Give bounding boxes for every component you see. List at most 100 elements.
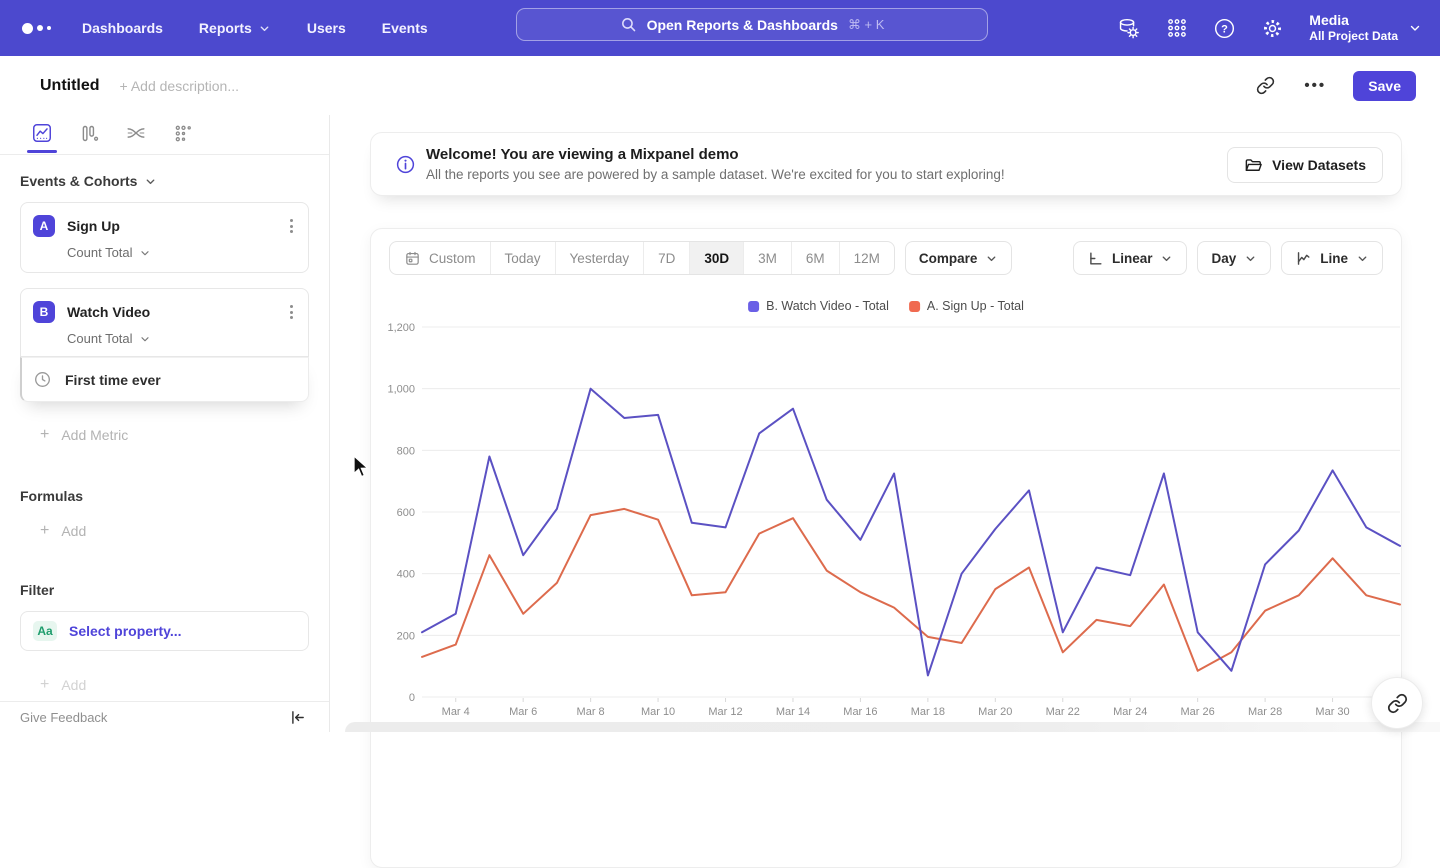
metric-card-a[interactable]: A Sign Up Count Total — [20, 202, 309, 273]
give-feedback-link[interactable]: Give Feedback — [20, 710, 107, 725]
display-controls: Linear Day Line — [1073, 241, 1383, 275]
chart-type-dropdown[interactable]: Line — [1281, 241, 1383, 275]
kebab-menu-icon[interactable] — [287, 302, 296, 322]
sidebar-footer: Give Feedback — [0, 701, 329, 732]
events-cohorts-header[interactable]: Events & Cohorts — [20, 173, 329, 189]
tab-retention-icon[interactable] — [171, 115, 195, 151]
share-link-fab[interactable] — [1371, 677, 1423, 729]
tab-flows-icon[interactable] — [124, 115, 148, 151]
chevron-down-icon — [1356, 252, 1369, 265]
legend-label: A. Sign Up - Total — [927, 299, 1024, 313]
range-7d[interactable]: 7D — [643, 242, 689, 274]
compare-button[interactable]: Compare — [905, 241, 1013, 275]
chart-controls: CustomTodayYesterday7D30D3M6M12M Compare… — [371, 229, 1401, 275]
collapse-sidebar-icon[interactable] — [285, 705, 309, 729]
series-line-sign-up — [422, 509, 1400, 671]
chart-plot-area[interactable]: 02004006008001,0001,200Mar 4Mar 6Mar 8Ma… — [371, 287, 1403, 747]
demo-banner: Welcome! You are viewing a Mixpanel demo… — [370, 132, 1402, 196]
aggregation-dropdown[interactable]: Count Total — [67, 331, 296, 346]
chevron-down-icon — [1408, 21, 1422, 35]
panel-bottom-shadow — [345, 722, 1440, 732]
folder-icon — [1244, 156, 1263, 175]
copy-link-icon[interactable] — [1253, 74, 1277, 98]
legend-label: B. Watch Video - Total — [766, 299, 889, 313]
range-today[interactable]: Today — [490, 242, 555, 274]
tab-insights-icon[interactable] — [30, 115, 54, 151]
nav-item-events[interactable]: Events — [382, 20, 428, 36]
y-axis-label: 400 — [397, 569, 415, 581]
add-metric-button[interactable]: + Add Metric — [40, 426, 329, 444]
plus-icon: + — [40, 676, 49, 694]
project-selector[interactable]: Media All Project Data — [1309, 12, 1422, 44]
chevron-down-icon — [139, 333, 151, 345]
x-axis-label: Mar 26 — [1181, 706, 1215, 718]
range-custom[interactable]: Custom — [390, 242, 490, 274]
legend-swatch — [909, 301, 920, 312]
link-icon — [1387, 693, 1408, 714]
project-name: Media — [1309, 12, 1398, 29]
x-axis-label: Mar 30 — [1315, 706, 1349, 718]
range-12m[interactable]: 12M — [839, 242, 894, 274]
metric-name: Sign Up — [67, 218, 275, 234]
aggregation-dropdown[interactable]: Count Total — [67, 245, 296, 260]
interval-dropdown[interactable]: Day — [1197, 241, 1271, 275]
data-management-icon[interactable] — [1117, 17, 1140, 40]
formulas-header: Formulas — [20, 488, 329, 504]
more-options-icon[interactable]: ••• — [1303, 74, 1327, 98]
y-axis-label: 800 — [397, 445, 415, 457]
report-title-bar: Untitled + Add description... ••• Save — [0, 56, 1440, 115]
select-property-button[interactable]: Aa Select property... — [20, 611, 309, 651]
kebab-menu-icon[interactable] — [287, 216, 296, 236]
x-axis-label: Mar 8 — [577, 706, 605, 718]
y-axis-label: 1,000 — [387, 384, 415, 396]
x-axis-label: Mar 28 — [1248, 706, 1282, 718]
chevron-down-icon — [1160, 252, 1173, 265]
range-6m[interactable]: 6M — [791, 242, 839, 274]
y-axis-label: 600 — [397, 507, 415, 519]
report-title[interactable]: Untitled — [40, 77, 100, 95]
info-icon — [395, 154, 416, 175]
x-axis-label: Mar 12 — [708, 706, 742, 718]
property-type-badge: Aa — [33, 621, 57, 641]
line-chart[interactable]: B. Watch Video - Total A. Sign Up - Total… — [371, 287, 1401, 747]
chevron-down-icon — [258, 22, 271, 35]
x-axis-label: Mar 14 — [776, 706, 810, 718]
nav-item-dashboards[interactable]: Dashboards — [82, 20, 163, 36]
range-3m[interactable]: 3M — [743, 242, 791, 274]
add-description-field[interactable]: + Add description... — [120, 78, 239, 94]
title-actions: ••• Save — [1253, 71, 1416, 101]
chart-legend: B. Watch Video - Total A. Sign Up - Total — [748, 299, 1024, 313]
legend-item[interactable]: A. Sign Up - Total — [909, 299, 1024, 313]
metric-card-b[interactable]: B Watch Video Count Total — [20, 288, 309, 357]
search-icon — [620, 16, 637, 33]
series-line-watch-video — [422, 389, 1400, 676]
add-filter-button[interactable]: + Add — [40, 676, 329, 694]
linear-axis-icon — [1087, 250, 1104, 267]
apps-grid-icon[interactable] — [1165, 17, 1188, 40]
x-axis-label: Mar 6 — [509, 706, 537, 718]
x-axis-label: Mar 24 — [1113, 706, 1147, 718]
chevron-down-icon — [985, 252, 998, 265]
tab-bars-icon[interactable] — [77, 115, 101, 151]
banner-title: Welcome! You are viewing a Mixpanel demo — [426, 145, 1005, 165]
project-scope: All Project Data — [1309, 29, 1398, 44]
view-datasets-button[interactable]: View Datasets — [1227, 147, 1383, 183]
mixpanel-logo[interactable] — [22, 23, 60, 34]
chart-panel: CustomTodayYesterday7D30D3M6M12M Compare… — [370, 228, 1402, 868]
legend-item[interactable]: B. Watch Video - Total — [748, 299, 889, 313]
select-property-placeholder: Select property... — [69, 623, 182, 639]
add-formula-button[interactable]: + Add — [40, 522, 329, 540]
save-button[interactable]: Save — [1353, 71, 1416, 101]
range-yesterday[interactable]: Yesterday — [555, 242, 644, 274]
range-30d[interactable]: 30D — [689, 242, 743, 274]
x-axis-label: Mar 20 — [978, 706, 1012, 718]
global-search-input[interactable]: Open Reports & Dashboards ⌘ + K — [516, 8, 988, 41]
first-time-ever-option[interactable]: First time ever — [20, 357, 309, 402]
x-axis-label: Mar 10 — [641, 706, 675, 718]
report-content: Welcome! You are viewing a Mixpanel demo… — [330, 115, 1440, 732]
scale-dropdown[interactable]: Linear — [1073, 241, 1188, 275]
settings-gear-icon[interactable] — [1261, 17, 1284, 40]
help-icon[interactable]: ? — [1213, 17, 1236, 40]
nav-item-reports[interactable]: Reports — [199, 20, 271, 36]
nav-item-users[interactable]: Users — [307, 20, 346, 36]
